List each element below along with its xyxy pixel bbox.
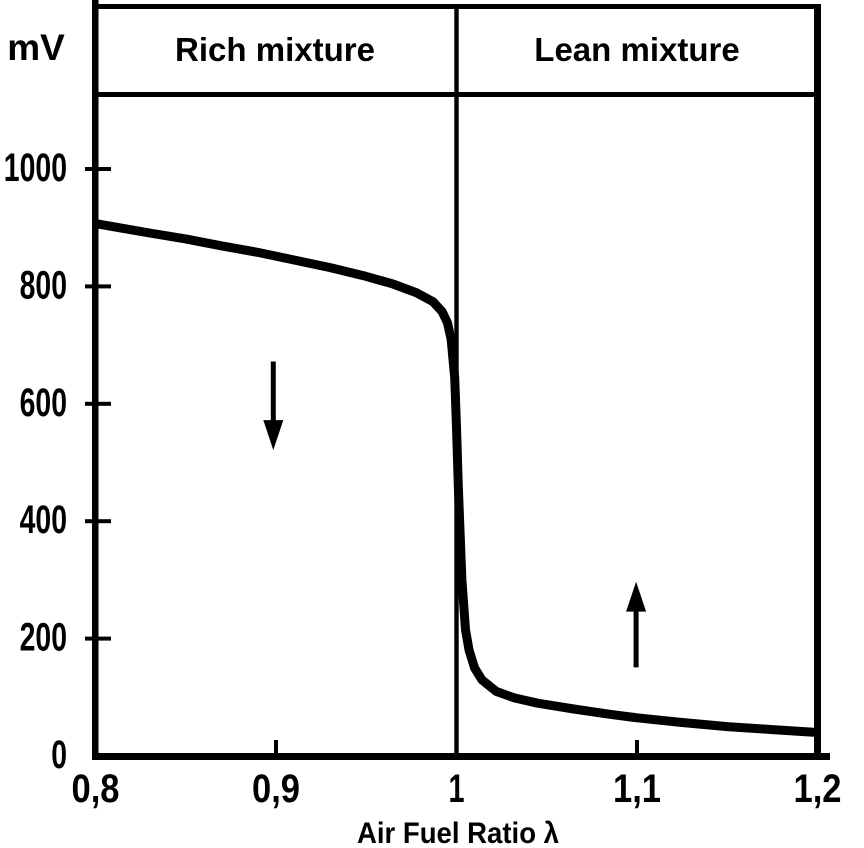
y-tick-mark: [85, 401, 111, 406]
x-tick-mark: [635, 740, 639, 756]
region-label-rich: Rich mixture: [175, 31, 375, 68]
y-tick-mark: [85, 519, 111, 524]
x-tick-label: 0,9: [252, 767, 300, 811]
x-axis-line: [92, 753, 830, 760]
plot-right-border: [814, 4, 821, 760]
sensor-voltage-curve: [94, 219, 818, 737]
x-tick-label: 1,2: [794, 767, 842, 811]
x-tick-label: 1: [449, 767, 465, 811]
y-tick-label: 200: [20, 616, 67, 660]
y-axis-unit-label: mV: [7, 27, 65, 68]
x-axis-ticks: 0,8 0,9 1 1,1 1,2: [72, 740, 842, 811]
y-tick-label: 1000: [4, 146, 67, 190]
x-tick-mark: [274, 740, 278, 756]
x-axis-title: Air Fuel Ratio λ: [357, 817, 559, 848]
arrow-head-up-icon: [626, 581, 647, 612]
control-direction-arrows: [263, 361, 647, 668]
y-axis-line: [92, 0, 99, 760]
y-tick-label: 800: [20, 263, 67, 307]
arrow-head-down-icon: [263, 420, 284, 451]
y-tick-label: 0: [51, 733, 67, 777]
y-tick-mark: [85, 167, 111, 171]
y-tick-mark: [85, 284, 111, 289]
plot-frame: [92, 0, 830, 760]
region-label-lean: Lean mixture: [534, 31, 739, 68]
y-tick-mark: [85, 636, 111, 641]
x-tick-label: 1,1: [613, 767, 661, 811]
y-tick-label: 600: [20, 381, 67, 425]
x-tick-label: 0,8: [72, 767, 120, 811]
y-tick-label: 400: [20, 498, 67, 542]
voltage-curve-group: [94, 219, 818, 737]
y-axis-ticks: 0 200 400 600 800 1000: [4, 146, 111, 777]
